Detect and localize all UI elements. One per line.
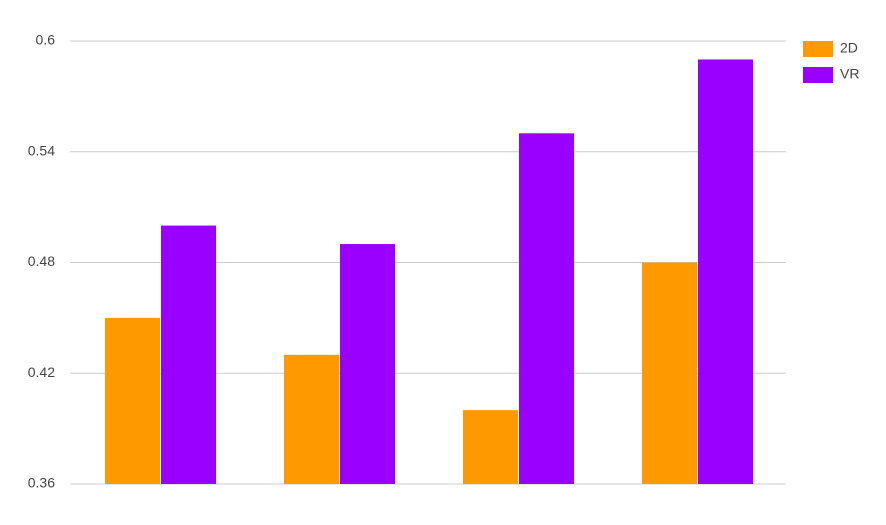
bar bbox=[340, 244, 395, 484]
legend-swatch bbox=[803, 41, 833, 57]
y-tick-label: 0.54 bbox=[28, 142, 55, 158]
legend-label: VR bbox=[840, 66, 859, 82]
legend-label: 2D bbox=[840, 40, 858, 56]
bar bbox=[698, 59, 753, 484]
y-tick-label: 0.6 bbox=[36, 32, 56, 48]
legend-swatch bbox=[803, 67, 833, 83]
bar bbox=[284, 354, 339, 484]
y-tick-label: 0.36 bbox=[28, 475, 55, 491]
y-tick-label: 0.48 bbox=[28, 253, 55, 269]
bar bbox=[642, 262, 697, 484]
y-tick-label: 0.42 bbox=[28, 364, 55, 380]
bar bbox=[161, 225, 216, 485]
bar bbox=[463, 410, 518, 484]
bar bbox=[519, 133, 574, 484]
bar bbox=[105, 317, 160, 484]
